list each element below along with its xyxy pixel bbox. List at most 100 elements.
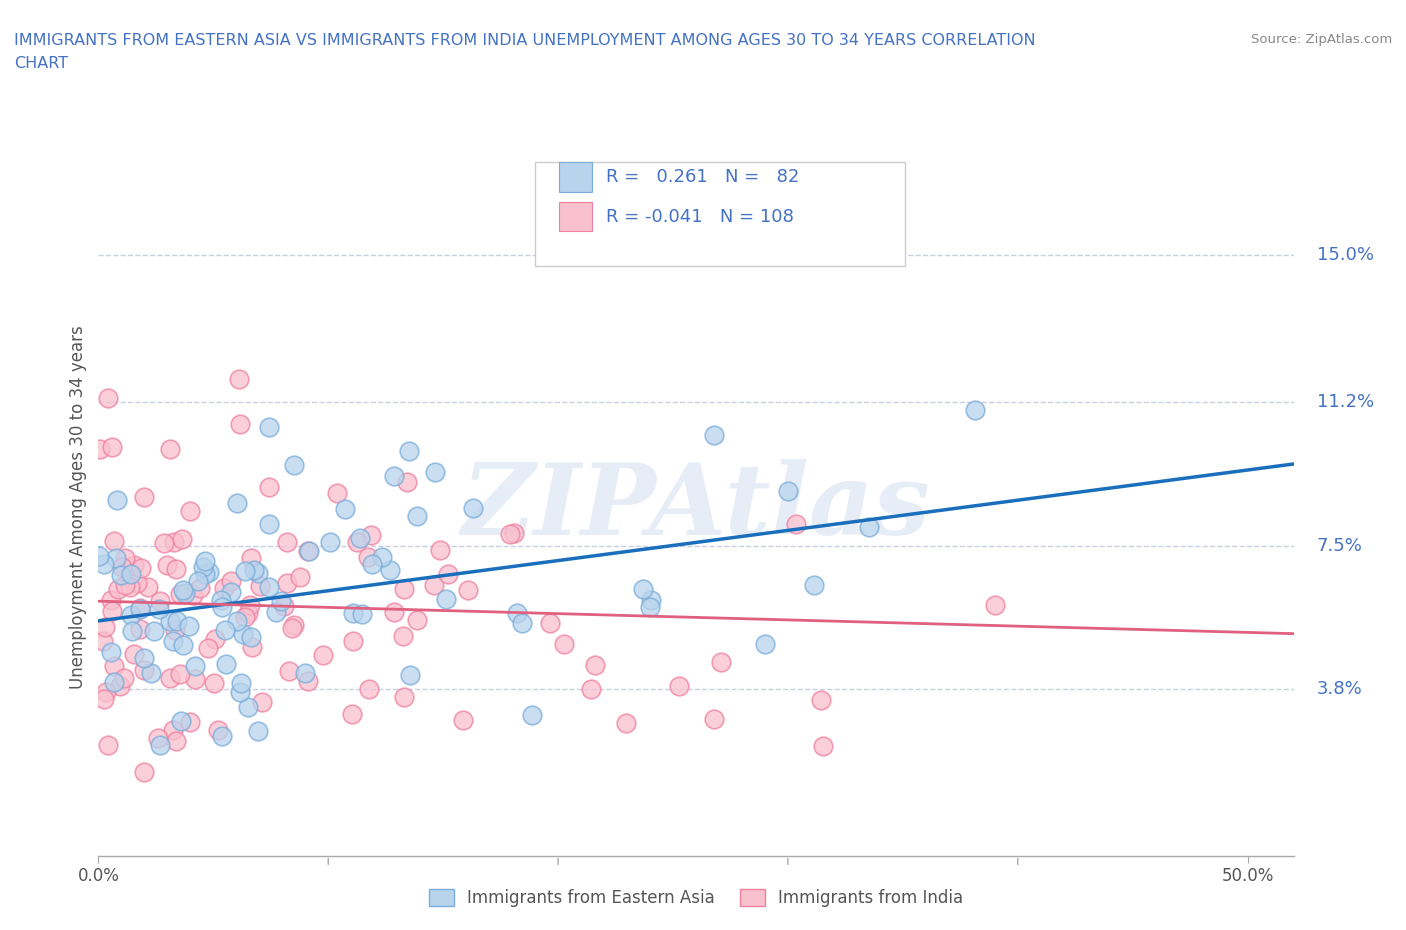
Point bbox=[211, 600, 233, 615]
Point bbox=[108, 678, 131, 693]
Point bbox=[94, 685, 117, 700]
Point bbox=[811, 738, 834, 753]
Point bbox=[142, 623, 165, 638]
Point bbox=[257, 517, 280, 532]
Point bbox=[120, 607, 142, 622]
Point bbox=[91, 634, 114, 649]
Point bbox=[159, 441, 181, 456]
Point bbox=[437, 566, 460, 581]
Point bbox=[236, 699, 259, 714]
Point bbox=[583, 658, 606, 673]
Point bbox=[538, 616, 561, 631]
Point bbox=[631, 581, 654, 596]
Point bbox=[101, 604, 124, 618]
FancyBboxPatch shape bbox=[558, 202, 592, 232]
Point bbox=[174, 586, 197, 601]
Point bbox=[107, 581, 129, 596]
Point bbox=[499, 526, 522, 541]
Point bbox=[702, 711, 724, 726]
Point bbox=[520, 708, 543, 723]
Point bbox=[219, 574, 242, 589]
Point bbox=[283, 458, 305, 472]
Point bbox=[352, 606, 374, 621]
Point bbox=[640, 593, 662, 608]
Text: IMMIGRANTS FROM EASTERN ASIA VS IMMIGRANTS FROM INDIA UNEMPLOYMENT AMONG AGES 30: IMMIGRANTS FROM EASTERN ASIA VS IMMIGRAN… bbox=[14, 33, 1036, 47]
Point bbox=[453, 712, 475, 727]
Point bbox=[114, 578, 136, 592]
Point bbox=[132, 490, 155, 505]
Point bbox=[357, 550, 380, 565]
Point bbox=[162, 723, 184, 737]
Point bbox=[129, 601, 152, 616]
Point bbox=[103, 534, 125, 549]
Text: CHART: CHART bbox=[14, 56, 67, 71]
Point bbox=[396, 474, 419, 489]
Point bbox=[188, 580, 211, 595]
FancyBboxPatch shape bbox=[558, 163, 592, 192]
Point bbox=[429, 543, 451, 558]
Point bbox=[776, 484, 799, 498]
Point bbox=[229, 417, 252, 432]
Point bbox=[638, 599, 661, 614]
Point bbox=[392, 629, 415, 644]
Point bbox=[461, 500, 484, 515]
Point bbox=[422, 578, 444, 592]
Point bbox=[361, 557, 384, 572]
Point bbox=[122, 646, 145, 661]
Point bbox=[228, 371, 250, 386]
Point bbox=[129, 602, 152, 617]
Point bbox=[312, 647, 335, 662]
Point bbox=[276, 535, 298, 550]
Point bbox=[191, 560, 214, 575]
Point bbox=[503, 525, 526, 540]
Point bbox=[136, 579, 159, 594]
Point bbox=[349, 530, 371, 545]
Point bbox=[394, 581, 416, 596]
Point bbox=[120, 566, 142, 581]
Point bbox=[169, 586, 191, 601]
Point bbox=[166, 562, 188, 577]
Point bbox=[129, 621, 152, 636]
Point bbox=[247, 565, 270, 580]
Point bbox=[172, 582, 194, 597]
Point bbox=[194, 566, 217, 581]
Point bbox=[165, 623, 187, 638]
Text: R =   0.261   N =   82: R = 0.261 N = 82 bbox=[606, 168, 800, 186]
Point bbox=[710, 655, 733, 670]
Point bbox=[215, 657, 238, 671]
Point bbox=[614, 715, 637, 730]
Point bbox=[342, 633, 364, 648]
Point bbox=[121, 624, 143, 639]
Text: 3.8%: 3.8% bbox=[1316, 680, 1362, 698]
Point bbox=[754, 637, 776, 652]
Point bbox=[148, 602, 170, 617]
Point bbox=[162, 633, 184, 648]
Point bbox=[100, 644, 122, 659]
Point bbox=[122, 557, 145, 572]
Point bbox=[398, 444, 420, 458]
Point bbox=[510, 616, 533, 631]
Point bbox=[204, 631, 226, 646]
Point bbox=[94, 619, 117, 634]
Point bbox=[162, 535, 184, 550]
Point bbox=[118, 566, 141, 581]
Point bbox=[165, 734, 187, 749]
Point bbox=[149, 737, 172, 752]
Point bbox=[110, 568, 132, 583]
Point bbox=[179, 503, 201, 518]
Point bbox=[114, 551, 136, 566]
Point bbox=[392, 689, 415, 704]
Point bbox=[101, 439, 124, 454]
Point bbox=[197, 641, 219, 656]
Point bbox=[276, 576, 298, 591]
FancyBboxPatch shape bbox=[534, 162, 905, 266]
Point bbox=[169, 713, 191, 728]
Point bbox=[240, 550, 263, 565]
Point bbox=[214, 623, 236, 638]
Point bbox=[235, 609, 257, 624]
Point bbox=[333, 502, 356, 517]
Point bbox=[398, 667, 420, 682]
Point bbox=[93, 692, 115, 707]
Point bbox=[232, 627, 254, 642]
Point bbox=[405, 613, 427, 628]
